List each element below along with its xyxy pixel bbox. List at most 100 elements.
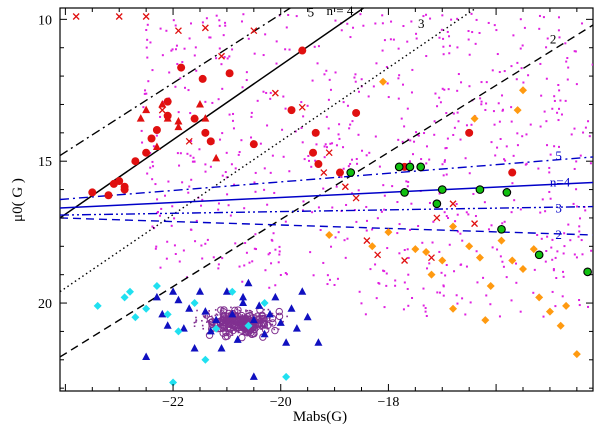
background-dot xyxy=(166,240,169,243)
background-dot xyxy=(231,334,234,336)
background-dot xyxy=(334,71,337,74)
background-dot xyxy=(375,62,378,65)
background-dot xyxy=(415,131,418,134)
background-dot xyxy=(269,97,272,100)
background-dot xyxy=(429,17,432,20)
background-dot xyxy=(409,139,412,142)
background-dot xyxy=(470,12,473,15)
background-dot xyxy=(325,69,328,72)
green-filled-circle-outlined-marker xyxy=(534,250,544,260)
red-triangle-marker xyxy=(174,122,183,131)
background-dot xyxy=(417,134,420,137)
background-dot xyxy=(573,167,576,170)
background-dot xyxy=(195,69,198,72)
background-dot xyxy=(549,197,552,200)
background-dot xyxy=(476,281,479,284)
background-dot xyxy=(445,173,448,176)
background-dot xyxy=(401,140,404,143)
background-dot xyxy=(469,301,472,304)
background-dot xyxy=(246,309,249,312)
background-dot xyxy=(220,315,223,318)
background-dot xyxy=(572,202,575,205)
background-dot xyxy=(467,30,470,33)
navy-triangle-marker xyxy=(287,304,296,312)
background-dot xyxy=(539,211,542,214)
background-dot xyxy=(505,276,508,279)
navy-triangle-marker xyxy=(239,292,248,301)
background-dot xyxy=(346,22,349,25)
background-dot xyxy=(250,115,253,118)
background-dot xyxy=(510,120,513,123)
background-dot xyxy=(519,47,522,50)
background-dot xyxy=(378,165,381,168)
background-dot xyxy=(182,249,185,252)
plot-area xyxy=(59,7,594,392)
background-dot xyxy=(328,278,331,281)
background-dot xyxy=(386,82,389,85)
background-dot xyxy=(170,49,173,52)
background-dot xyxy=(201,21,204,24)
background-dot xyxy=(358,290,361,293)
background-dot xyxy=(189,112,192,115)
navy-triangle-marker xyxy=(185,304,194,312)
background-dot xyxy=(152,165,155,168)
navy-triangle-marker xyxy=(142,352,151,360)
background-dot xyxy=(516,132,519,135)
background-dot xyxy=(284,107,287,110)
background-dot xyxy=(381,49,384,52)
background-dot xyxy=(365,154,368,157)
red-triangle-marker xyxy=(212,153,221,162)
background-dot xyxy=(483,201,486,204)
background-dot xyxy=(457,73,460,76)
line-label-3: 2 xyxy=(550,31,557,46)
navy-triangle-marker xyxy=(292,324,301,332)
background-dot xyxy=(259,142,262,145)
background-dot xyxy=(145,46,148,49)
background-dot xyxy=(311,79,314,82)
orange-diamond-marker xyxy=(368,242,377,251)
red-triangle-marker xyxy=(174,116,183,125)
background-dot xyxy=(498,71,501,74)
cyan-diamond-marker xyxy=(282,372,291,381)
background-dot xyxy=(253,181,256,184)
background-dot xyxy=(442,45,445,48)
background-dot xyxy=(200,204,203,207)
background-dot xyxy=(545,120,548,123)
background-dot xyxy=(140,129,143,132)
background-dot xyxy=(143,92,146,95)
navy-triangle-marker xyxy=(201,307,210,315)
background-dot xyxy=(273,191,276,194)
background-dot xyxy=(224,171,227,174)
background-dot xyxy=(549,153,552,156)
background-dot xyxy=(229,311,232,314)
background-dot xyxy=(215,14,218,17)
background-dot xyxy=(354,73,357,76)
background-dot xyxy=(542,16,545,19)
background-dot xyxy=(402,25,405,28)
background-dot xyxy=(501,222,504,225)
background-dot xyxy=(559,99,562,102)
background-dot xyxy=(218,47,221,50)
green-filled-circle-outlined-marker xyxy=(502,188,512,197)
background-dot xyxy=(532,291,535,294)
red-x-cross-marker xyxy=(449,200,457,208)
background-dot xyxy=(219,138,222,141)
background-dot xyxy=(206,315,209,317)
blue-model-line-1 xyxy=(60,181,593,209)
background-dot xyxy=(403,249,406,252)
background-dot xyxy=(456,302,459,305)
background-dot xyxy=(540,94,543,97)
background-dot xyxy=(195,321,197,323)
background-dot xyxy=(552,269,555,272)
background-dot xyxy=(248,309,251,312)
background-dot xyxy=(382,184,385,187)
background-dot xyxy=(175,44,178,47)
background-dot xyxy=(558,89,561,92)
background-dot xyxy=(475,250,478,253)
red-filled-circle-marker xyxy=(115,177,124,186)
background-dot xyxy=(421,241,424,244)
background-dot xyxy=(233,316,235,319)
background-dot xyxy=(217,98,220,101)
navy-triangle-marker xyxy=(271,292,280,301)
background-dot xyxy=(455,294,458,297)
